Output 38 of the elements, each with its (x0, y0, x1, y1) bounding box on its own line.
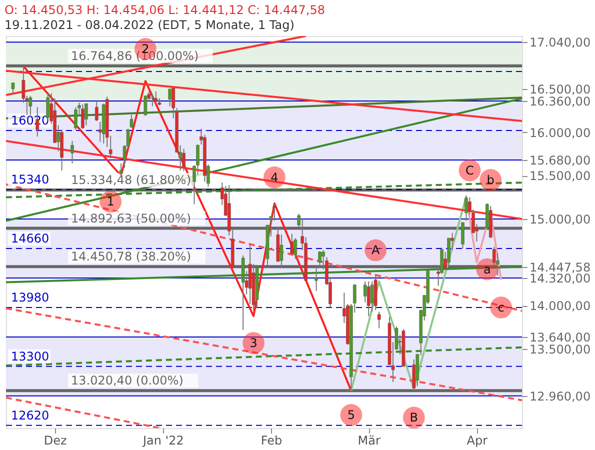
ref-line-label: 14.450,78 (38.20%) (71, 250, 192, 264)
chart-subtitle: 19.11.2021 - 08.04.2022 (EDT, 5 Monate, 1 Tag) (4, 18, 294, 32)
y-tick-label: 16.500,00 (530, 82, 591, 96)
x-tick-label: Feb (260, 434, 282, 448)
annotation: a (483, 262, 491, 276)
y-tick-label: 14.447,58 (530, 260, 591, 274)
x-tick-label: Apr (466, 434, 488, 448)
y-tick-label: 12.960,00 (530, 389, 591, 404)
y-tick-label: 14.000,00 (530, 299, 591, 314)
y-tick-label: 13.500,00 (530, 342, 591, 357)
y-tick-label: 17.040,00 (530, 36, 591, 50)
annotation: b (486, 172, 494, 187)
y-tick-label: 16.000,00 (530, 126, 591, 140)
x-tick-label: Dez (44, 434, 67, 448)
y-tick-label: 13.640,00 (530, 330, 591, 344)
ref-line-label: 14.892,63 (50.00%) (71, 211, 192, 226)
annotation: A (371, 243, 380, 258)
chart-title: O: 14.450,53 H: 14.454,06 L: 14.441,12 C: 14.447,58 (4, 3, 325, 17)
y-tick-label: 15.000,00 (530, 212, 591, 226)
annotation: 1 (106, 194, 114, 209)
ref-line-label: 14660 (11, 231, 50, 246)
ref-line-label: 15340 (11, 172, 50, 187)
ref-line-label: 12620 (11, 408, 50, 422)
y-tick-label: 15.500,00 (530, 169, 591, 184)
ref-line-label: 13.020,40 (0.00%) (71, 374, 184, 388)
y-tick-label: 15.680,00 (530, 154, 591, 168)
annotation: 4 (270, 170, 278, 184)
y-tick-label: 16.360,00 (530, 94, 591, 109)
annotation: C (466, 163, 474, 178)
x-tick-label: Mär (358, 434, 380, 448)
ref-line-label: 15.334,48 (61.80%) (71, 172, 192, 187)
annotation: 3 (250, 336, 258, 350)
ref-line-label: 13980 (11, 290, 50, 304)
annotation: B (410, 410, 418, 425)
annotation: c (498, 300, 504, 314)
ref-line-label: 13300 (11, 349, 50, 364)
annotation: 5 (347, 408, 355, 422)
x-tick-label: Jan '22 (142, 434, 184, 448)
